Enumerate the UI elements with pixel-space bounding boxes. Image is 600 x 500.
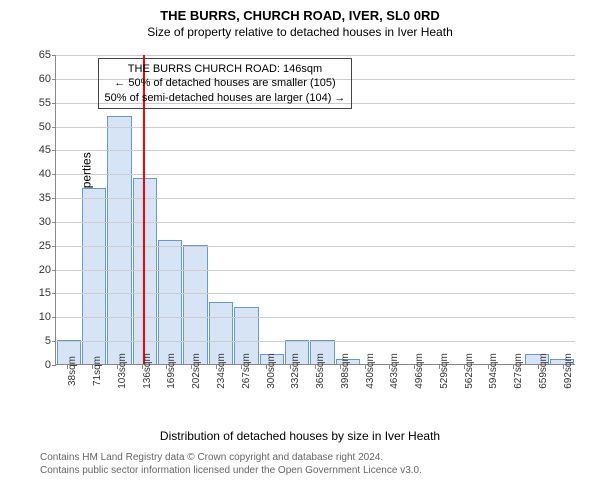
footer: Contains HM Land Registry data © Crown c…	[0, 443, 600, 477]
x-tick: 562sqm	[451, 365, 476, 415]
x-tick: 430sqm	[352, 365, 377, 415]
x-tick-label: 562sqm	[464, 353, 475, 389]
x-tick: 300sqm	[253, 365, 278, 415]
x-tick: 692sqm	[550, 365, 575, 415]
x-tick-label: 627sqm	[513, 353, 524, 389]
x-tick: 234sqm	[204, 365, 229, 415]
footer-line-1: Contains HM Land Registry data © Crown c…	[40, 451, 600, 464]
x-tick-label: 234sqm	[216, 353, 227, 389]
x-tick: 659sqm	[526, 365, 551, 415]
x-tick: 365sqm	[303, 365, 328, 415]
y-tick-mark	[52, 103, 56, 104]
x-tick-label: 365sqm	[315, 353, 326, 389]
x-tick: 529sqm	[426, 365, 451, 415]
annotation-line: ← 50% of detached houses are smaller (10…	[105, 76, 346, 90]
y-tick-mark	[52, 246, 56, 247]
histogram-bar	[82, 188, 106, 364]
y-tick-mark	[52, 317, 56, 318]
x-tick: 332sqm	[278, 365, 303, 415]
x-tick-label: 103sqm	[117, 353, 128, 389]
histogram-bar	[183, 245, 207, 364]
x-axis-label: Distribution of detached houses by size …	[0, 429, 600, 443]
x-tick: 71sqm	[80, 365, 105, 415]
annotation-box: THE BURRS CHURCH ROAD: 146sqm← 50% of de…	[98, 58, 353, 109]
x-tick-label: 659sqm	[538, 353, 549, 389]
footer-line-2: Contains public sector information licen…	[40, 464, 600, 477]
histogram-bar	[133, 178, 157, 364]
grid-line	[56, 198, 575, 199]
x-tick-label: 71sqm	[92, 356, 103, 386]
x-tick-label: 38sqm	[67, 356, 78, 386]
x-tick: 398sqm	[327, 365, 352, 415]
x-tick: 496sqm	[402, 365, 427, 415]
x-tick-label: 529sqm	[439, 353, 450, 389]
x-tick: 38sqm	[55, 365, 80, 415]
x-tick: 627sqm	[501, 365, 526, 415]
grid-line	[56, 246, 575, 247]
y-tick-mark	[52, 198, 56, 199]
grid-line	[56, 127, 575, 128]
x-tick-label: 332sqm	[290, 353, 301, 389]
grid-line	[56, 341, 575, 342]
x-tick: 202sqm	[179, 365, 204, 415]
plot-area: 05101520253035404550556065THE BURRS CHUR…	[55, 55, 575, 365]
y-tick-mark	[52, 150, 56, 151]
x-tick-label: 300sqm	[266, 353, 277, 389]
grid-line	[56, 270, 575, 271]
x-tick-label: 496sqm	[414, 353, 425, 389]
x-tick-label: 267sqm	[241, 353, 252, 389]
chart-container: Number of detached properties 0510152025…	[0, 45, 600, 425]
y-tick-mark	[52, 293, 56, 294]
grid-line	[56, 150, 575, 151]
grid-line	[56, 222, 575, 223]
x-tick-label: 594sqm	[488, 353, 499, 389]
x-tick-label: 692sqm	[563, 353, 574, 389]
page-title: THE BURRS, CHURCH ROAD, IVER, SL0 0RD	[0, 0, 600, 23]
x-tick: 103sqm	[105, 365, 130, 415]
x-tick-label: 430sqm	[365, 353, 376, 389]
annotation-line: 50% of semi-detached houses are larger (…	[105, 91, 346, 105]
x-tick: 463sqm	[377, 365, 402, 415]
grid-line	[56, 174, 575, 175]
x-tick: 267sqm	[228, 365, 253, 415]
x-tick-label: 136sqm	[142, 353, 153, 389]
grid-line	[56, 293, 575, 294]
y-tick-mark	[52, 174, 56, 175]
y-tick-mark	[52, 270, 56, 271]
y-tick-mark	[52, 222, 56, 223]
y-tick-mark	[52, 127, 56, 128]
x-tick: 136sqm	[129, 365, 154, 415]
histogram-bar	[158, 240, 182, 364]
x-tick-label: 202sqm	[191, 353, 202, 389]
annotation-line: THE BURRS CHURCH ROAD: 146sqm	[105, 62, 346, 76]
histogram-bar	[107, 116, 131, 364]
x-tick: 169sqm	[154, 365, 179, 415]
page-subtitle: Size of property relative to detached ho…	[0, 23, 600, 45]
x-tick-label: 169sqm	[166, 353, 177, 389]
y-tick-mark	[52, 79, 56, 80]
x-tick-label: 463sqm	[389, 353, 400, 389]
y-tick-mark	[52, 55, 56, 56]
x-tick-label: 398sqm	[340, 353, 351, 389]
grid-line	[56, 55, 575, 56]
grid-line	[56, 317, 575, 318]
x-ticks: 38sqm71sqm103sqm136sqm169sqm202sqm234sqm…	[55, 365, 575, 415]
y-tick-mark	[52, 341, 56, 342]
x-tick: 594sqm	[476, 365, 501, 415]
